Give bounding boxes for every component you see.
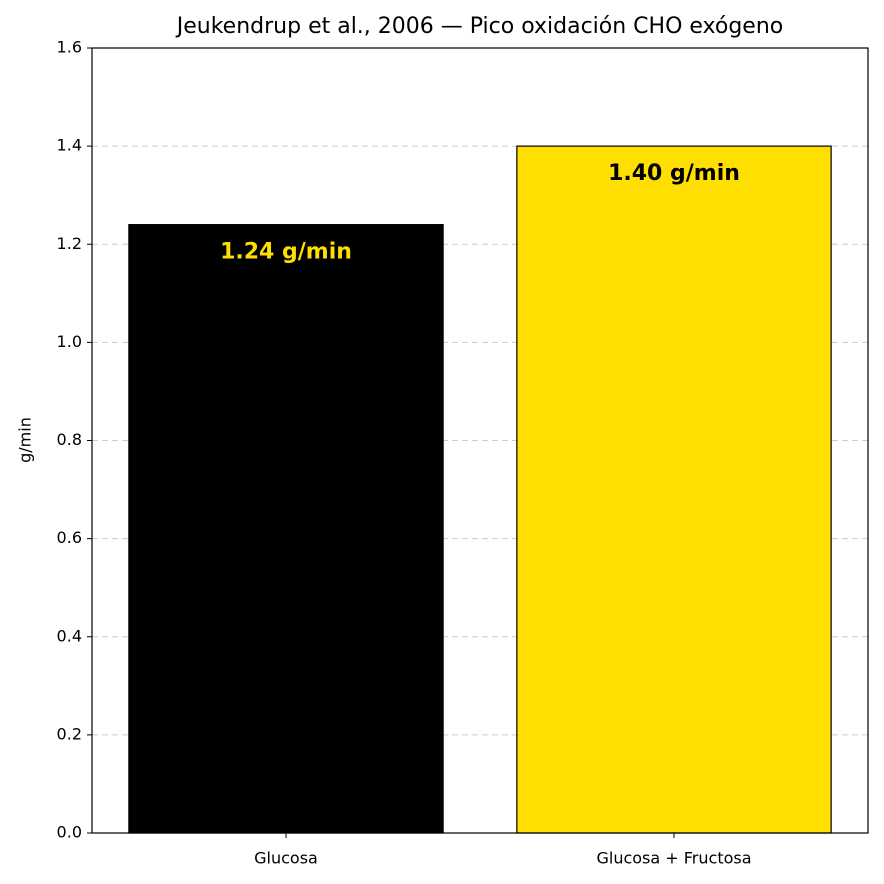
y-tick-label: 0.4 [57, 626, 82, 645]
y-tick-label: 1.4 [57, 136, 82, 155]
bar [516, 145, 832, 834]
y-tick-label: 1.2 [57, 234, 82, 253]
value-label: 1.40 g/min [608, 161, 740, 186]
y-tick-label: 0.8 [57, 430, 82, 449]
y-tick-label: 0.6 [57, 528, 82, 547]
y-tick-label: 0.0 [57, 823, 82, 842]
bar [128, 224, 444, 834]
x-tick-label: Glucosa [254, 849, 318, 868]
chart-title: Jeukendrup et al., 2006 — Pico oxidación… [175, 14, 784, 39]
value-label: 1.24 g/min [220, 240, 352, 265]
y-tick-label: 1.6 [57, 38, 82, 57]
x-tick-label: Glucosa + Fructosa [596, 849, 751, 868]
y-axis-label: g/min [16, 417, 35, 463]
y-tick-label: 0.2 [57, 724, 82, 743]
y-tick-label: 1.0 [57, 332, 82, 351]
plot-frame [91, 47, 869, 834]
